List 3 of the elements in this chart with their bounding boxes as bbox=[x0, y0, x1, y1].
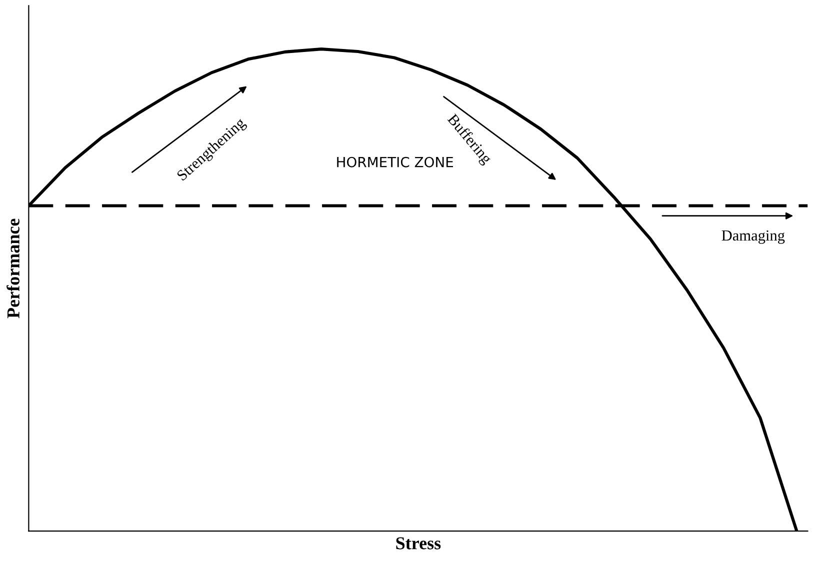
x-axis-title: Stress bbox=[396, 537, 441, 550]
y-axis-title: Performance bbox=[6, 218, 20, 318]
annotation: Damaging bbox=[722, 230, 785, 244]
